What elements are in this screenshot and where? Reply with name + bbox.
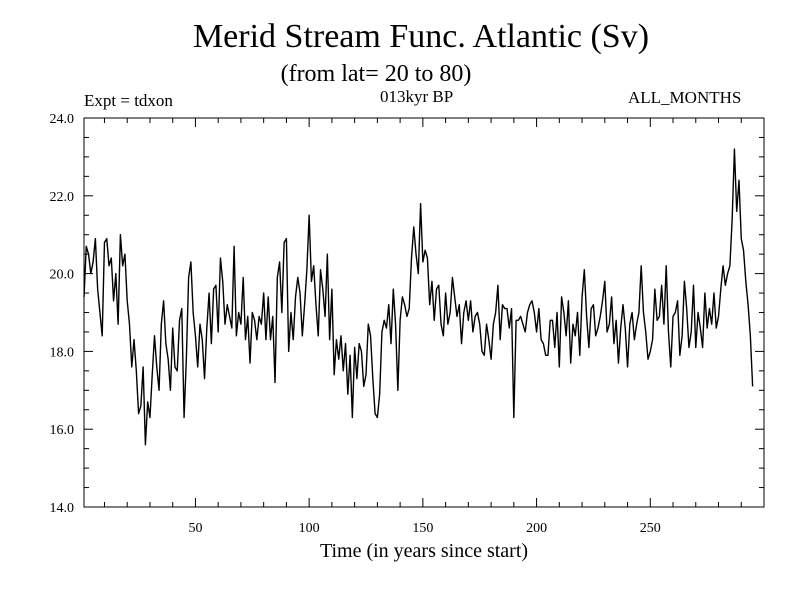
x-tick-label: 200 — [526, 521, 547, 536]
x-tick-label: 250 — [640, 521, 661, 536]
y-tick-label: 24.0 — [50, 112, 75, 127]
axis-ticks — [84, 117, 764, 508]
chart-subtitle: (from lat= 20 to 80) — [280, 61, 472, 87]
y-tick-label: 16.0 — [50, 423, 75, 438]
plot-frame — [83, 117, 765, 508]
y-tick-label: 20.0 — [50, 268, 75, 283]
experiment-label: Expt = tdxon — [84, 91, 173, 110]
x-axis-label: Time (in years since start) — [320, 540, 528, 562]
x-tick-label: 150 — [412, 521, 433, 536]
y-tick-label: 14.0 — [50, 501, 75, 516]
months-label: ALL_MONTHS — [628, 88, 742, 107]
period-label: 013kyr BP — [380, 87, 454, 106]
y-tick-label: 22.0 — [50, 190, 75, 205]
y-tick-label: 18.0 — [50, 345, 75, 360]
axis-tick-labels: 50 100 150 200 250 14.0 16.0 18.0 20.0 22.0 24.0 — [50, 112, 661, 536]
series-line — [83, 148, 754, 446]
x-tick-label: 50 — [188, 521, 202, 536]
x-tick-label: 100 — [299, 521, 320, 536]
chart-title: Merid Stream Func. Atlantic (Sv) — [192, 18, 650, 55]
